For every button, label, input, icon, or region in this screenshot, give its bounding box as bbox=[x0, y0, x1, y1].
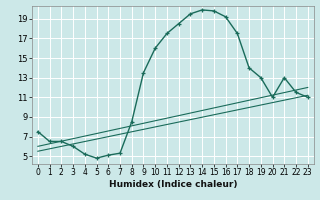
X-axis label: Humidex (Indice chaleur): Humidex (Indice chaleur) bbox=[108, 180, 237, 189]
